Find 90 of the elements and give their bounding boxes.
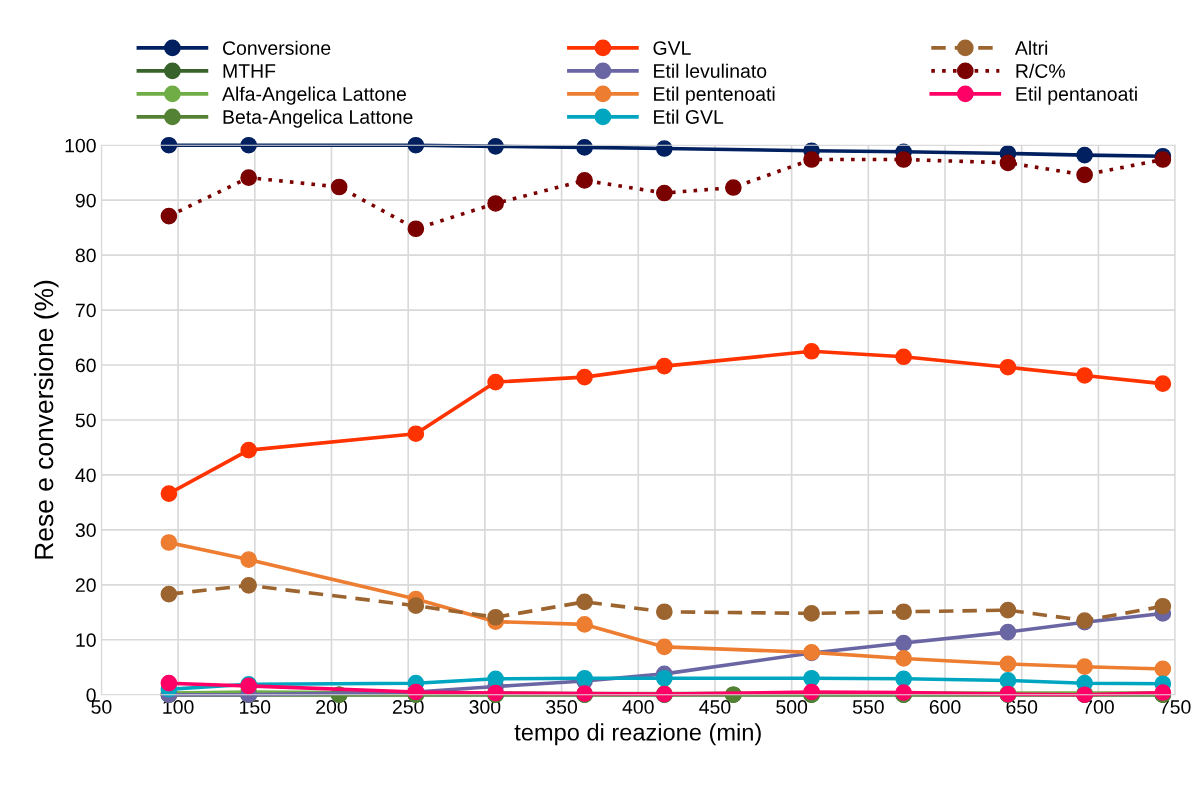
y-tick-label: 70 [75, 303, 96, 318]
point [999, 154, 1017, 172]
point [803, 669, 820, 687]
point [725, 179, 742, 196]
y-tick-label: 50 [75, 413, 96, 428]
point [999, 655, 1017, 673]
point [240, 136, 257, 154]
point [576, 616, 593, 633]
legend-label: GVL [653, 41, 691, 55]
x-tick-label: 450 [699, 700, 731, 714]
point [487, 137, 504, 155]
point [895, 151, 912, 168]
point [655, 357, 673, 375]
legend-label: MTHF [223, 64, 276, 78]
x-tick-label: 400 [622, 700, 654, 714]
point [160, 207, 178, 225]
point [1154, 151, 1172, 168]
point [1154, 375, 1172, 393]
x-axis-title: tempo di reazione (min) [514, 723, 761, 746]
point [160, 136, 178, 154]
point [407, 220, 425, 238]
point [895, 670, 912, 688]
point [1076, 658, 1093, 676]
x-tick-label: 50 [91, 700, 112, 714]
point [1154, 660, 1172, 678]
point [803, 151, 820, 168]
y-tick-label: 0 [86, 688, 96, 702]
legend-label: Etil pentanoati [1016, 86, 1137, 105]
point [576, 172, 593, 189]
point [655, 638, 673, 656]
point [160, 585, 178, 603]
point [895, 348, 912, 366]
y-tick-label: 80 [75, 248, 96, 263]
y-tick-label: 40 [75, 468, 96, 483]
point [407, 136, 425, 154]
legend-label: Beta-Angelica Lattone [223, 109, 413, 128]
point [487, 670, 504, 688]
legend-label: R/C% [1016, 63, 1065, 78]
point [1154, 597, 1172, 615]
y-axis-title: Rese e conversione (%) [33, 280, 59, 559]
x-tick-label: 600 [929, 700, 961, 714]
point [240, 551, 257, 568]
point [576, 593, 593, 611]
point [487, 373, 504, 391]
y-tick-label: 20 [75, 578, 96, 593]
point [407, 597, 425, 615]
legend-label: Etil pentenoati [654, 86, 775, 105]
point [240, 441, 257, 459]
point [803, 605, 820, 622]
point [160, 534, 178, 551]
point [576, 368, 593, 386]
y-tick-label: 60 [75, 358, 96, 373]
point [803, 342, 820, 360]
point [999, 623, 1017, 641]
y-tick-label: 10 [76, 633, 96, 648]
point [240, 577, 257, 594]
point [1076, 367, 1093, 384]
x-tick-label: 350 [546, 700, 578, 714]
point [895, 634, 912, 652]
y-tick-label: 100 [65, 138, 96, 153]
point [330, 178, 348, 196]
y-tick-label: 30 [75, 523, 96, 538]
point [999, 672, 1017, 689]
legend-label: Altri [1014, 40, 1048, 55]
legend-label: Etil levulinato [654, 63, 767, 78]
point [1076, 146, 1093, 164]
x-tick-label: 550 [852, 700, 884, 714]
point [895, 650, 912, 667]
point [240, 169, 257, 186]
point [576, 139, 593, 156]
point [895, 603, 912, 621]
legend-label: Conversione [222, 40, 331, 55]
point [655, 140, 673, 157]
point [655, 603, 673, 621]
x-tick-label: 100 [163, 700, 194, 714]
x-tick-label: 500 [776, 700, 808, 714]
legend-label: Etil GVL [654, 109, 724, 124]
point [487, 608, 504, 626]
legend-label: Alfa-Angelica Lattone [222, 86, 406, 105]
point [1076, 166, 1093, 184]
y-tick-label: 90 [75, 193, 96, 208]
point [160, 674, 178, 692]
point [487, 195, 504, 212]
point [999, 601, 1017, 619]
point [999, 358, 1017, 376]
point [160, 485, 178, 502]
x-tick-label: 150 [240, 700, 271, 714]
point [655, 669, 673, 687]
point [655, 184, 673, 202]
point [407, 425, 425, 443]
